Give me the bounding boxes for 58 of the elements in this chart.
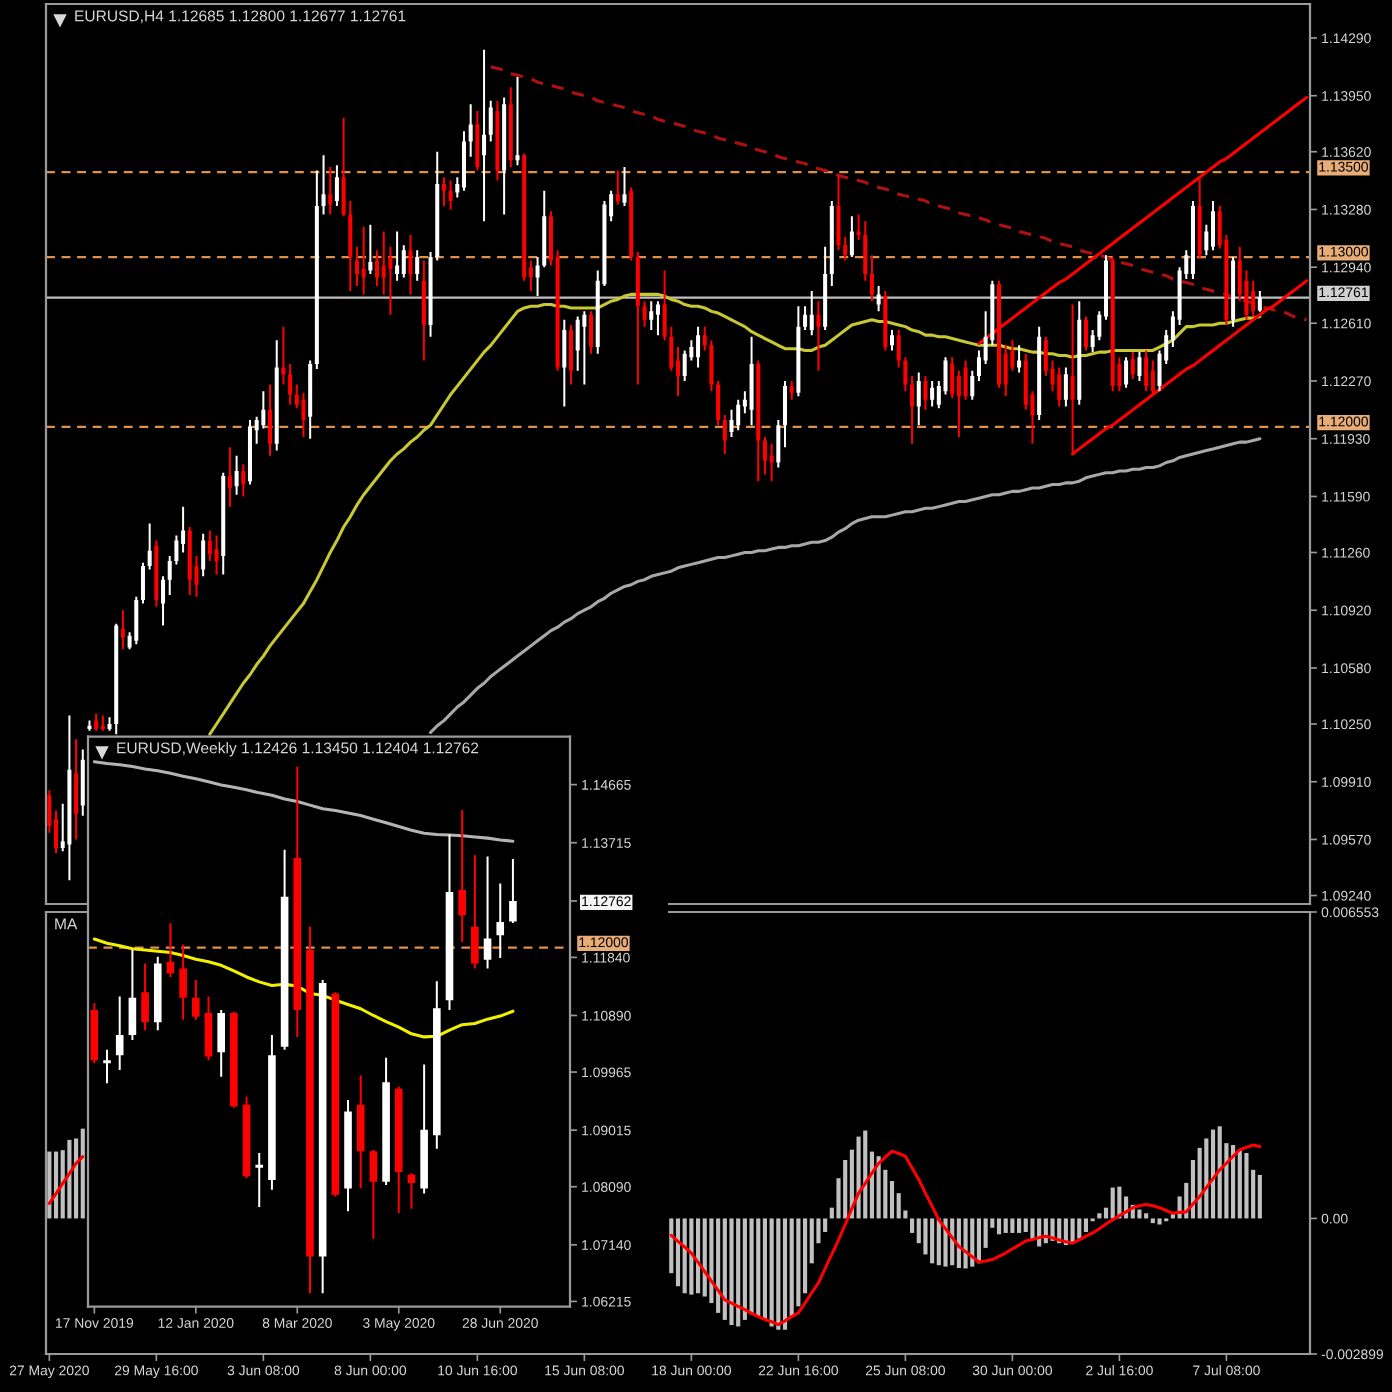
- bar: [1010, 1218, 1015, 1233]
- bar: [1210, 1129, 1216, 1219]
- line-series: [92, 937, 515, 1039]
- bar: [1144, 1213, 1149, 1219]
- bar: [1217, 1126, 1222, 1219]
- bar: [80, 1128, 85, 1219]
- candlestick: [458, 809, 466, 943]
- candlestick: [622, 167, 627, 207]
- candlestick: [103, 1049, 111, 1084]
- bar: [930, 1218, 935, 1264]
- bar: [749, 1218, 754, 1315]
- candlestick: [496, 883, 505, 958]
- bar: [776, 1218, 781, 1330]
- candlestick: [482, 49, 487, 222]
- bar: [996, 1218, 1002, 1235]
- bar: [716, 1218, 721, 1313]
- bar: [1003, 1218, 1008, 1233]
- candlestick: [281, 326, 286, 385]
- bar: [970, 1218, 975, 1267]
- bar: [1017, 1218, 1022, 1233]
- bar: [1237, 1149, 1242, 1219]
- bar: [762, 1218, 768, 1320]
- line-series: [208, 292, 1262, 736]
- bar: [1110, 1187, 1115, 1219]
- bar: [1244, 1152, 1249, 1219]
- bar: [1097, 1213, 1102, 1219]
- bar: [742, 1218, 747, 1320]
- bar: [1257, 1174, 1262, 1219]
- line-series: [489, 65, 1309, 322]
- bar: [689, 1218, 694, 1295]
- bar: [856, 1136, 861, 1219]
- bar: [675, 1218, 681, 1287]
- bar: [923, 1218, 928, 1255]
- bar: [1204, 1138, 1209, 1219]
- bar: [1083, 1218, 1089, 1232]
- bar: [976, 1218, 982, 1264]
- bar: [1070, 1218, 1075, 1244]
- bar: [1157, 1218, 1162, 1225]
- bar: [695, 1218, 701, 1294]
- bar: [736, 1218, 741, 1327]
- bar: [729, 1218, 734, 1326]
- bar: [1030, 1218, 1035, 1240]
- candlestick: [255, 1153, 264, 1207]
- bar: [47, 1151, 52, 1219]
- bar: [1077, 1218, 1082, 1239]
- bar: [722, 1218, 727, 1320]
- bar: [1023, 1218, 1028, 1232]
- bar: [1150, 1218, 1155, 1224]
- bar: [682, 1218, 687, 1294]
- bar: [782, 1218, 788, 1330]
- bar: [756, 1218, 761, 1317]
- line-series: [1071, 279, 1309, 456]
- bar: [702, 1218, 707, 1297]
- bar: [1231, 1145, 1236, 1219]
- bar: [769, 1218, 774, 1327]
- bar: [1137, 1209, 1142, 1219]
- candlestick: [515, 77, 520, 166]
- line-series: [429, 437, 1262, 735]
